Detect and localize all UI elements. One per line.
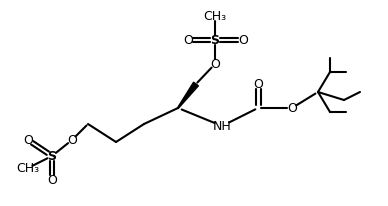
- Text: O: O: [47, 173, 57, 186]
- Polygon shape: [178, 82, 198, 108]
- Text: O: O: [183, 34, 193, 47]
- Text: O: O: [210, 57, 220, 70]
- Text: S: S: [211, 34, 220, 47]
- Text: O: O: [67, 133, 77, 146]
- Text: O: O: [238, 34, 248, 47]
- Text: S: S: [47, 150, 57, 163]
- Text: CH₃: CH₃: [16, 162, 40, 174]
- Text: O: O: [253, 77, 263, 90]
- Text: NH: NH: [213, 119, 231, 132]
- Text: CH₃: CH₃: [203, 9, 227, 22]
- Text: O: O: [23, 133, 33, 146]
- Text: O: O: [287, 102, 297, 115]
